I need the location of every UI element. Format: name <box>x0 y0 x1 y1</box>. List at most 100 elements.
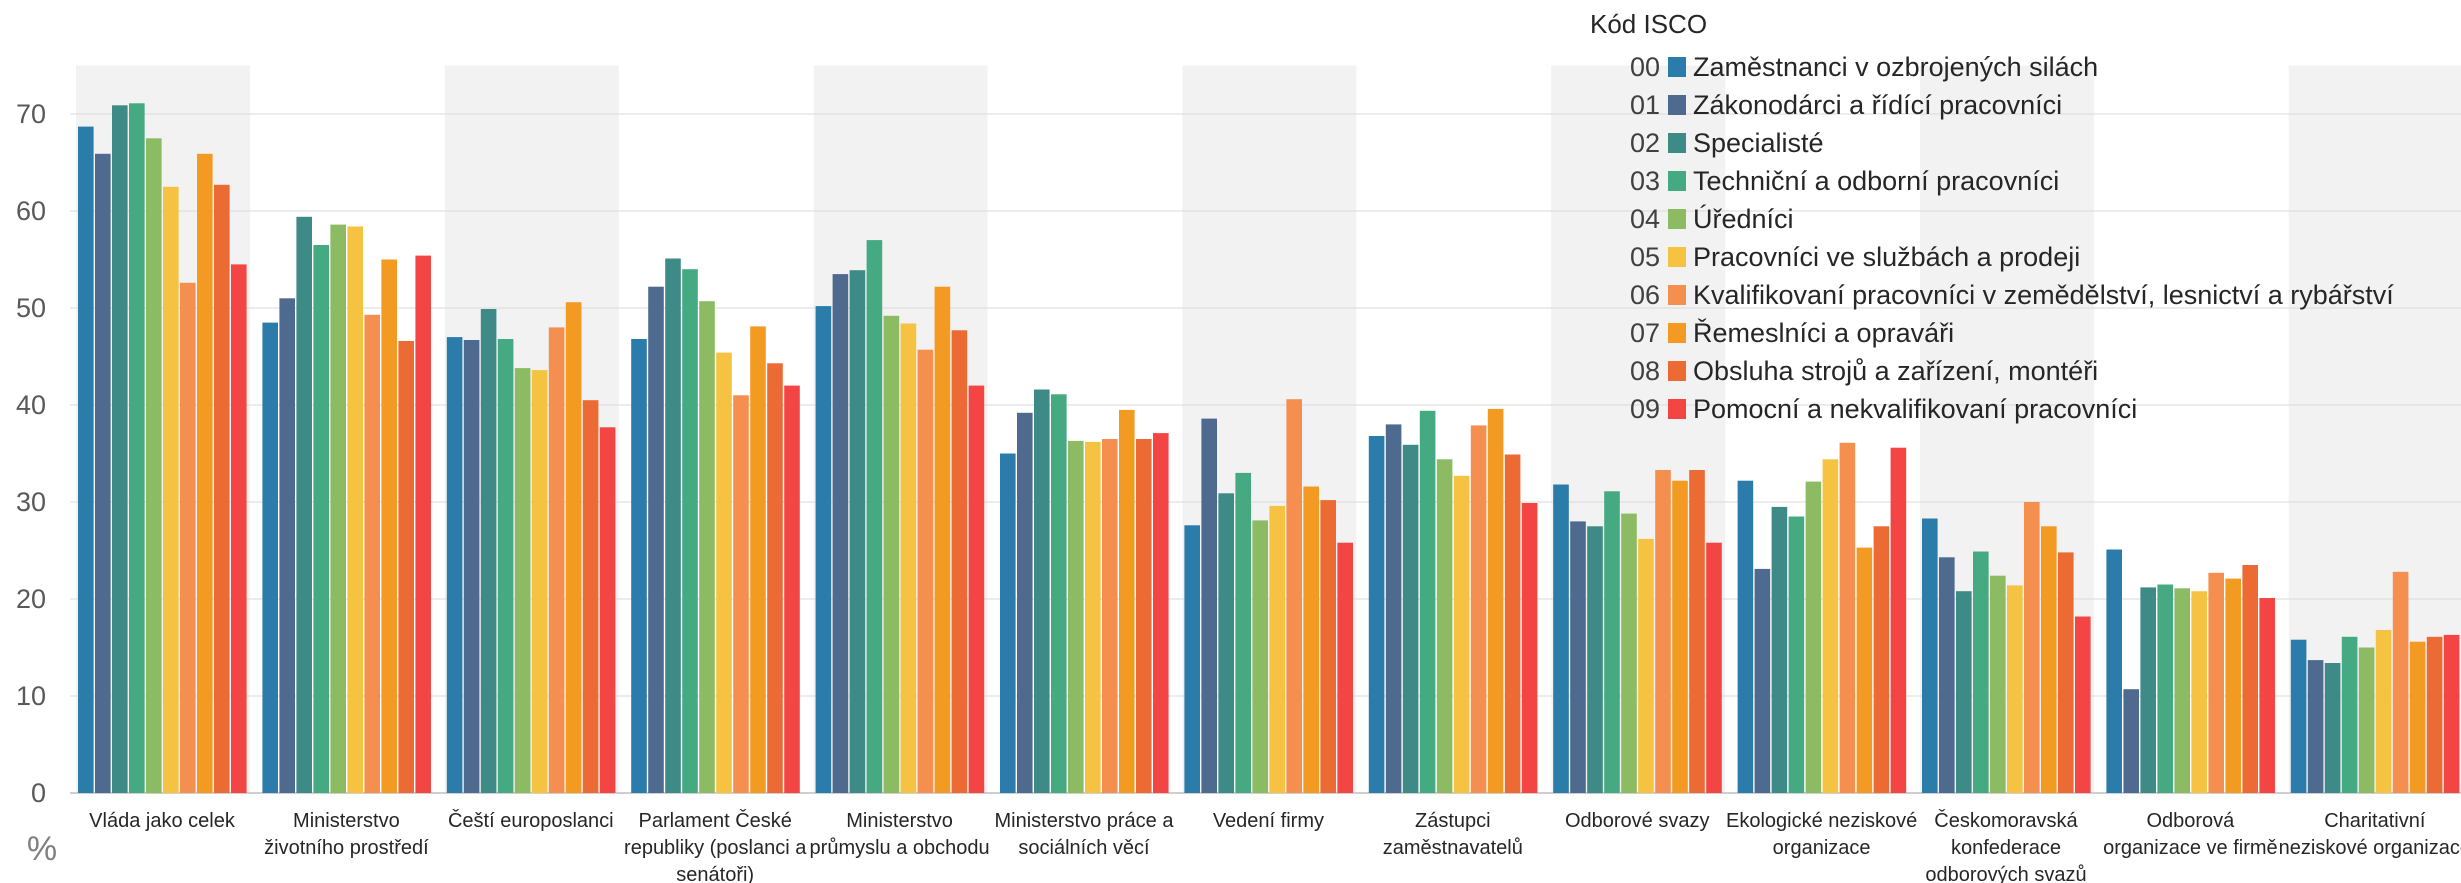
legend-swatch <box>1668 247 1686 267</box>
legend-code: 09 <box>1630 394 1660 424</box>
bar-09 <box>599 427 616 793</box>
bar-08 <box>767 363 783 793</box>
bar-08 <box>214 184 230 794</box>
bar-09 <box>1890 447 1907 793</box>
legend-code: 04 <box>1630 204 1660 234</box>
bar-02 <box>1218 493 1234 793</box>
x-category-label: Odborová <box>2146 810 2235 832</box>
y-tick-label: 50 <box>16 293 46 323</box>
bar-06 <box>733 395 749 793</box>
bar-02 <box>1587 526 1603 794</box>
bar-04 <box>330 224 346 794</box>
legend-swatch <box>1668 285 1686 305</box>
bar-01 <box>279 298 295 793</box>
bar-07 <box>1672 480 1688 793</box>
bar-01 <box>463 340 480 793</box>
y-tick-label: 70 <box>16 99 46 129</box>
bar-08 <box>2426 636 2443 793</box>
bar-03 <box>1788 516 1805 793</box>
x-category-label: Zástupci <box>1415 810 1491 832</box>
legend-label: Řemeslníci a opraváři <box>1693 317 1954 348</box>
legend-code: 02 <box>1630 128 1660 158</box>
x-category-label: neziskové organizace <box>2279 837 2461 859</box>
bar-02 <box>1034 389 1050 793</box>
legend-swatch <box>1668 323 1686 343</box>
bar-09 <box>415 255 431 794</box>
x-category-label: Odborové svazy <box>1565 810 1710 832</box>
legend-label: Zaměstnanci v ozbrojených silách <box>1693 52 2098 82</box>
bar-06 <box>2392 571 2409 793</box>
bar-01 <box>832 274 849 794</box>
y-tick-label: 30 <box>16 487 46 517</box>
legend-code: 00 <box>1630 52 1660 82</box>
bar-00 <box>2106 549 2122 793</box>
bar-06 <box>2208 572 2224 793</box>
legend-code: 03 <box>1630 166 1660 196</box>
legend-code: 06 <box>1630 280 1660 310</box>
x-category-label: Charitativní <box>2324 810 2426 832</box>
x-category-label: životního prostředí <box>264 837 429 859</box>
bar-06 <box>1286 399 1302 793</box>
bar-04 <box>146 138 162 794</box>
bar-04 <box>1990 575 2006 793</box>
bar-05 <box>1638 538 1654 793</box>
x-category-label: Ministerstvo práce a <box>995 810 1175 832</box>
bar-02 <box>665 258 681 793</box>
legend-swatch <box>1668 209 1686 229</box>
legend-code: 05 <box>1630 242 1660 272</box>
bar-08 <box>1873 526 1890 794</box>
x-category-label: Parlament České <box>638 809 791 832</box>
bar-00 <box>631 339 647 793</box>
bar-00 <box>262 322 278 793</box>
x-category-label: Čeští europoslanci <box>448 809 614 832</box>
y-tick-label: 10 <box>16 681 46 711</box>
bar-00 <box>78 126 94 794</box>
legend-swatch <box>1668 361 1686 381</box>
bar-05 <box>1085 441 1101 793</box>
bar-05 <box>2191 591 2207 793</box>
legend-label: Úředníci <box>1693 203 1794 234</box>
bar-07 <box>2041 526 2057 794</box>
bar-09 <box>2443 634 2460 793</box>
bar-02 <box>2140 587 2156 793</box>
bar-00 <box>815 306 832 793</box>
bar-02 <box>2324 663 2341 793</box>
bar-04 <box>1621 513 1637 793</box>
bar-07 <box>2409 641 2426 793</box>
bar-03 <box>1235 472 1251 793</box>
x-axis-categories: Vláda jako celek Ministerstvo životního pr… <box>89 809 2461 883</box>
legend-label: Zákonodárci a řídící pracovníci <box>1693 90 2062 120</box>
bar-00 <box>1553 484 1569 793</box>
bar-02 <box>1956 591 1972 793</box>
bar-03 <box>497 339 514 793</box>
bar-06 <box>180 282 196 793</box>
bars <box>78 103 2460 794</box>
bar-05 <box>347 226 363 793</box>
legend-swatch <box>1668 95 1686 115</box>
bar-03 <box>2157 584 2173 793</box>
legend-label: Pomocní a nekvalifikovaní pracovníci <box>1693 394 2137 424</box>
bar-04 <box>1805 481 1822 793</box>
bar-09 <box>784 385 800 793</box>
bar-08 <box>951 330 968 793</box>
x-category-label: Vedení firmy <box>1213 810 1324 832</box>
legend-code: 07 <box>1630 318 1660 348</box>
legend-label: Kvalifikovaní pracovníci v zemědělství, … <box>1693 280 2394 310</box>
bar-01 <box>2307 660 2324 793</box>
bar-02 <box>1771 506 1788 793</box>
bar-07 <box>565 302 582 793</box>
legend-code: 01 <box>1630 90 1660 120</box>
bar-04 <box>2174 588 2190 793</box>
bar-05 <box>716 352 732 793</box>
x-category-label: odborových svazů <box>1925 864 2086 883</box>
bar-08 <box>2058 552 2074 793</box>
bar-01 <box>1385 424 1402 793</box>
bar-09 <box>1337 542 1353 793</box>
bar-07 <box>934 286 951 793</box>
x-category-label: Českomoravská <box>1934 809 2078 832</box>
bar-07 <box>750 326 766 793</box>
bar-01 <box>1570 521 1586 793</box>
bar-08 <box>1136 439 1152 793</box>
bar-05 <box>531 370 548 793</box>
